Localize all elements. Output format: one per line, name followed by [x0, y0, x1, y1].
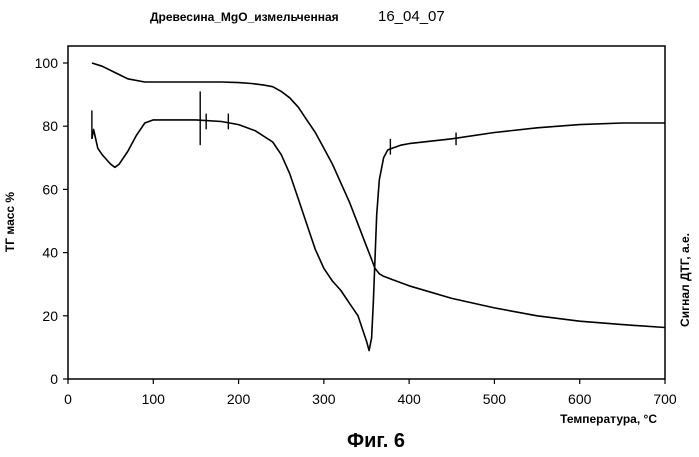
y-tick-label: 80 [42, 118, 58, 134]
y-tick-label: 20 [42, 308, 58, 324]
x-tick-label: 100 [142, 391, 166, 407]
x-axis-label: Температура, °C [560, 412, 657, 426]
x-tick-label: 600 [568, 391, 592, 407]
series-line-tg [91, 62, 666, 329]
y-tick-label: 0 [50, 371, 58, 387]
x-tick-label: 400 [397, 391, 421, 407]
chart-title: Древесина_MgO_измельченная [150, 10, 339, 24]
x-tick-label: 0 [64, 391, 72, 407]
x-tick-label: 700 [653, 391, 677, 407]
y-tick-label: 40 [42, 245, 58, 261]
y-axis-ticks: 0 20 40 60 80 100 [35, 55, 68, 387]
plot-frame [67, 45, 666, 380]
chart-title-date: 16_04_07 [378, 8, 445, 25]
y-tick-label: 100 [35, 55, 59, 71]
x-tick-label: 500 [483, 391, 507, 407]
series-layer [91, 62, 666, 352]
x-tick-label: 300 [312, 391, 336, 407]
series-line-dtg [91, 119, 665, 352]
x-tick-label: 200 [227, 391, 251, 407]
y-tick-label: 60 [42, 181, 58, 197]
x-axis-ticks: 0 100 200 300 400 500 600 700 [64, 379, 677, 407]
y-axis-label-right: Сигнал ДТГ, а.е. [678, 233, 692, 327]
figure-caption: Фиг. 6 [347, 430, 405, 452]
y-axis-label-left: ТГ масс % [3, 192, 17, 253]
